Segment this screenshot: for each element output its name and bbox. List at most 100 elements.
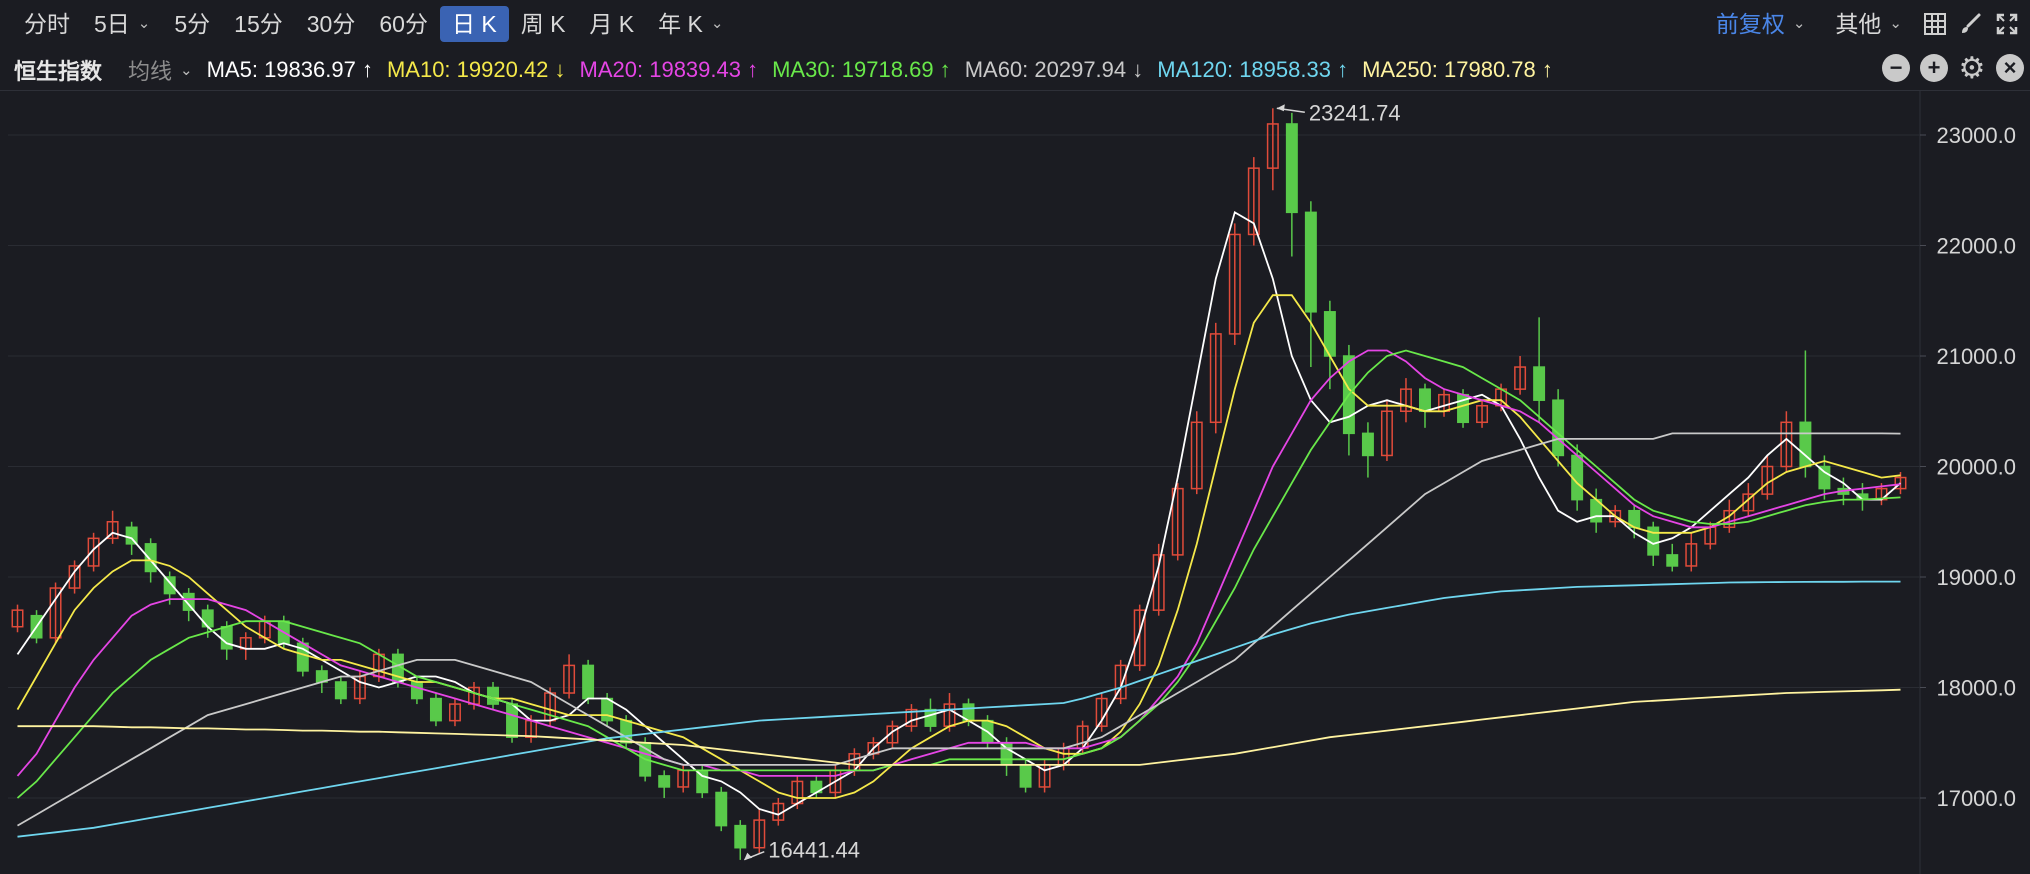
candle-body xyxy=(429,697,442,722)
low-annotation: 16441.44 xyxy=(768,838,860,863)
plus-icon[interactable]: + xyxy=(1920,54,1948,82)
candle-body xyxy=(1019,764,1032,788)
y-tick-label: 20000.0 xyxy=(1936,455,2016,480)
candle-body xyxy=(582,664,595,700)
candle-body xyxy=(1742,493,1755,512)
candle-body xyxy=(1304,211,1317,313)
other-label: 其他 xyxy=(1835,11,1882,37)
gear-icon[interactable]: ⚙ xyxy=(1958,51,1986,85)
tab-2[interactable]: 5分 xyxy=(162,6,222,42)
candle-body xyxy=(1266,123,1279,169)
tab-label: 周 K xyxy=(520,11,566,37)
candle-body xyxy=(734,824,747,849)
ma-line-ma120 xyxy=(17,580,1901,838)
candle-body xyxy=(1666,554,1679,567)
chevron-down-icon: ⌄ xyxy=(1792,15,1806,32)
candle-body xyxy=(1133,609,1146,667)
high-annotation: 23241.74 xyxy=(1309,100,1401,125)
candle-body xyxy=(1209,333,1222,424)
candle-body xyxy=(563,664,576,694)
candle-body xyxy=(11,609,24,628)
candle-body xyxy=(886,725,899,744)
candle-body xyxy=(1514,366,1527,390)
ma-line-ma20 xyxy=(16,349,1901,777)
candle-body xyxy=(506,703,519,738)
candle-body xyxy=(1114,664,1127,700)
candle-body xyxy=(1285,123,1298,214)
fullscreen-icon[interactable] xyxy=(1992,9,2022,39)
adjust-dropdown[interactable]: 前复权 ⌄ xyxy=(1704,6,1818,42)
candle-body xyxy=(1533,366,1546,401)
y-tick-label: 21000.0 xyxy=(1936,344,2016,369)
candle-body xyxy=(715,791,728,827)
toolbar-right: 前复权 ⌄ 其他 ⌄ xyxy=(1704,6,2030,42)
ma-legend-item-3: MA30: 19718.69 ↑ xyxy=(772,57,951,82)
tab-3[interactable]: 15分 xyxy=(222,6,295,42)
ma-line-ma10 xyxy=(16,294,1901,799)
candle-body xyxy=(1228,233,1241,335)
candle-body xyxy=(1799,421,1812,468)
candle-body xyxy=(49,587,62,639)
candle-body xyxy=(1818,465,1831,490)
period-tabs: 分时 5日 ⌄ 5分 15分 30分 60分日 K 周 K 月 K 年 K ⌄ xyxy=(0,6,735,42)
tab-label: 60分 xyxy=(379,11,428,37)
tab-1[interactable]: 5日 ⌄ xyxy=(82,6,162,42)
other-dropdown[interactable]: 其他 ⌄ xyxy=(1823,6,1914,42)
candle-body xyxy=(601,697,614,722)
tab-label: 5日 xyxy=(94,11,130,37)
candle-body xyxy=(410,681,423,700)
ma-legend-item-5: MA120: 18958.33 ↑ xyxy=(1157,57,1349,82)
chevron-down-icon: ⌄ xyxy=(137,15,151,32)
candle-body xyxy=(1380,410,1393,457)
tab-5[interactable]: 60分 xyxy=(367,6,440,42)
candle-body xyxy=(924,708,937,727)
chevron-down-icon: ⌄ xyxy=(1889,15,1902,32)
y-tick-label: 18000.0 xyxy=(1936,676,2016,701)
y-tick-label: 19000.0 xyxy=(1936,565,2016,590)
candle-body xyxy=(220,625,233,650)
candle-body xyxy=(201,609,214,628)
candle-body xyxy=(1552,399,1565,457)
candle-body xyxy=(1419,388,1431,412)
minus-icon[interactable]: − xyxy=(1882,54,1910,82)
ma-legend-item-1: MA10: 19920.42 ↓ xyxy=(386,57,566,82)
candlestick-chart[interactable]: 23000.0 22000.0 21000.0 20000.0 19000.0 18000… xyxy=(0,90,2030,874)
close-icon[interactable]: × xyxy=(1996,54,2024,82)
tab-4[interactable]: 30分 xyxy=(295,6,368,42)
tab-label: 分时 xyxy=(24,11,70,37)
candle-body xyxy=(1361,432,1374,457)
y-tick-label: 23000.0 xyxy=(1936,123,2016,148)
low-arrowhead xyxy=(744,852,753,860)
ma-type-dropdown[interactable]: 均线 ⌄ xyxy=(128,54,207,86)
candle-body xyxy=(144,543,157,573)
adjust-label: 前复权 xyxy=(1715,11,1785,37)
y-tick-label: 17000.0 xyxy=(1936,786,2016,811)
chevron-down-icon: ⌄ xyxy=(710,15,724,32)
tab-8[interactable]: 月 K xyxy=(577,6,646,42)
ma-line-ma60 xyxy=(17,432,1901,827)
high-arrowhead xyxy=(1276,104,1285,112)
tab-7[interactable]: 周 K xyxy=(509,6,578,42)
candle-body xyxy=(658,775,671,788)
ma-line-ma5 xyxy=(16,210,1902,816)
tab-0[interactable]: 分时 xyxy=(12,6,82,42)
candle-body xyxy=(106,521,119,540)
legend-controls: − + ⚙ × xyxy=(1882,51,2024,85)
candle-body xyxy=(1399,388,1412,412)
tab-6[interactable]: 日 K xyxy=(439,6,509,42)
tab-label: 30分 xyxy=(306,11,356,37)
candle-body xyxy=(87,537,100,567)
candle-body xyxy=(1685,543,1698,567)
index-name: 恒生指数 xyxy=(14,59,103,84)
candle-body xyxy=(182,592,195,611)
ma-items: MA5: 19836.97 ↑ MA10: 19920.42 ↓ MA20: 198… xyxy=(207,57,1567,83)
ma-legend-item-6: MA250: 17980.78 ↑ xyxy=(1362,57,1553,82)
candle-body xyxy=(125,526,138,545)
ma-line-ma30 xyxy=(16,349,1901,799)
tab-9[interactable]: 年 K ⌄ xyxy=(646,6,735,42)
ma-legend-item-2: MA20: 19839.43 ↑ xyxy=(579,57,759,82)
ma-legend-item-0: MA5: 19836.97 ↑ xyxy=(206,57,373,82)
grid-icon[interactable] xyxy=(1920,9,1950,39)
tab-label: 日 K xyxy=(451,11,497,37)
brush-icon[interactable] xyxy=(1956,9,1986,39)
